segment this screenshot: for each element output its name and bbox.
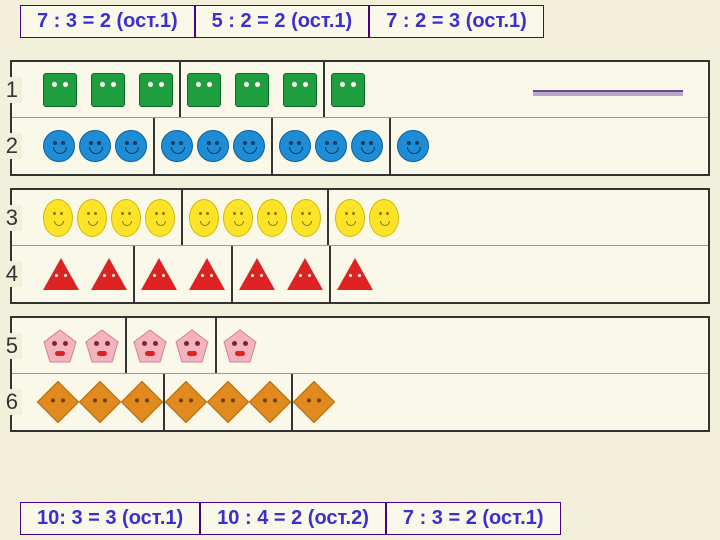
shapes-area xyxy=(37,118,435,174)
shape-group xyxy=(329,190,405,245)
shapes-area xyxy=(37,62,371,117)
shape-group xyxy=(273,118,391,174)
shape-group xyxy=(183,190,329,245)
sq-shape xyxy=(139,73,173,107)
ov-shape xyxy=(189,199,219,237)
dia-shape xyxy=(165,381,207,423)
pen-shape xyxy=(133,329,167,363)
shape-group xyxy=(325,62,371,117)
tri-shape xyxy=(91,258,127,290)
shape-group xyxy=(331,246,379,302)
shapes-area xyxy=(37,246,379,302)
ov-shape xyxy=(145,199,175,237)
row-block: 56 xyxy=(10,316,710,432)
shape-group xyxy=(181,62,325,117)
sq-shape xyxy=(235,73,269,107)
shape-group xyxy=(37,318,127,373)
shape-group xyxy=(135,246,233,302)
pen-shape xyxy=(223,329,257,363)
answer-underline xyxy=(533,90,683,96)
equation-box: 10 : 4 = 2 (ост.2) xyxy=(200,502,386,535)
tri-shape xyxy=(189,258,225,290)
shapes-area xyxy=(37,374,335,430)
sq-shape xyxy=(331,73,365,107)
sq-shape xyxy=(91,73,125,107)
equation-box: 5 : 2 = 2 (ост.1) xyxy=(195,5,370,38)
equation-box: 7 : 2 = 3 (ост.1) xyxy=(369,5,544,38)
ov-shape xyxy=(223,199,253,237)
shapes-area xyxy=(37,318,263,373)
equation-box: 7 : 3 = 2 (ост.1) xyxy=(20,5,195,38)
equation-box: 10: 3 = 3 (ост.1) xyxy=(20,502,200,535)
ov-shape xyxy=(335,199,365,237)
bottom-equation-bar: 10: 3 = 3 (ост.1) 10 : 4 = 2 (ост.2) 7 :… xyxy=(20,502,561,535)
ov-shape xyxy=(257,199,287,237)
tri-shape xyxy=(43,258,79,290)
shape-group xyxy=(155,118,273,174)
shape-group xyxy=(233,246,331,302)
shape-group xyxy=(293,374,335,430)
shape-row: 5 xyxy=(12,318,708,374)
pen-shape xyxy=(85,329,119,363)
shape-group xyxy=(37,190,183,245)
rows-container: 12 34 56 xyxy=(10,60,710,444)
shapes-area xyxy=(37,190,405,245)
dia-shape xyxy=(79,381,121,423)
cir-shape xyxy=(197,130,229,162)
cir-shape xyxy=(397,130,429,162)
tri-shape xyxy=(239,258,275,290)
shape-group xyxy=(37,118,155,174)
dia-shape xyxy=(249,381,291,423)
shape-group xyxy=(165,374,293,430)
ov-shape xyxy=(77,199,107,237)
shape-group xyxy=(37,246,135,302)
sq-shape xyxy=(43,73,77,107)
shape-group xyxy=(217,318,263,373)
ov-shape xyxy=(111,199,141,237)
cir-shape xyxy=(161,130,193,162)
tri-shape xyxy=(141,258,177,290)
cir-shape xyxy=(115,130,147,162)
cir-shape xyxy=(315,130,347,162)
cir-shape xyxy=(233,130,265,162)
row-number: 1 xyxy=(2,77,22,103)
row-number: 4 xyxy=(2,261,22,287)
row-number: 2 xyxy=(2,133,22,159)
shape-group xyxy=(37,62,181,117)
cir-shape xyxy=(79,130,111,162)
shape-row: 3 xyxy=(12,190,708,246)
sq-shape xyxy=(283,73,317,107)
row-block: 34 xyxy=(10,188,710,304)
cir-shape xyxy=(279,130,311,162)
shape-group xyxy=(37,374,165,430)
cir-shape xyxy=(43,130,75,162)
row-number: 6 xyxy=(2,389,22,415)
tri-shape xyxy=(337,258,373,290)
shape-row: 1 xyxy=(12,62,708,118)
dia-shape xyxy=(207,381,249,423)
shape-row: 4 xyxy=(12,246,708,302)
ov-shape xyxy=(291,199,321,237)
row-number: 5 xyxy=(2,333,22,359)
cir-shape xyxy=(351,130,383,162)
sq-shape xyxy=(187,73,221,107)
row-number: 3 xyxy=(2,205,22,231)
pen-shape xyxy=(175,329,209,363)
top-equation-bar: 7 : 3 = 2 (ост.1) 5 : 2 = 2 (ост.1) 7 : … xyxy=(20,5,544,38)
dia-shape xyxy=(121,381,163,423)
dia-shape xyxy=(37,381,79,423)
ov-shape xyxy=(369,199,399,237)
tri-shape xyxy=(287,258,323,290)
row-block: 12 xyxy=(10,60,710,176)
ov-shape xyxy=(43,199,73,237)
equation-box: 7 : 3 = 2 (ост.1) xyxy=(386,502,561,535)
dia-shape xyxy=(293,381,335,423)
shape-group xyxy=(127,318,217,373)
shape-row: 6 xyxy=(12,374,708,430)
shape-row: 2 xyxy=(12,118,708,174)
shape-group xyxy=(391,118,435,174)
pen-shape xyxy=(43,329,77,363)
